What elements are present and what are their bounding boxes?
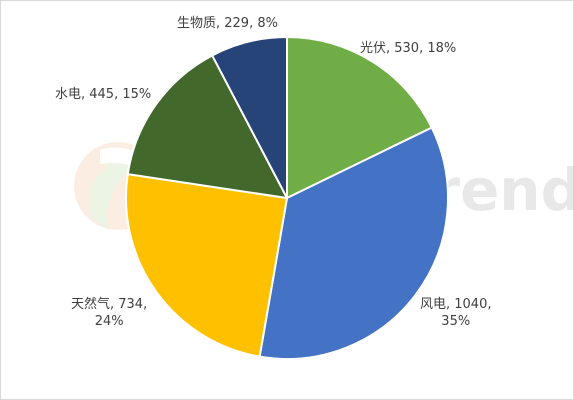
slices-layer [125, 36, 449, 360]
pie-slice-5 [211, 36, 288, 199]
slice-data-label-1: 光伏, 530, 18% [360, 41, 456, 56]
slice-data-label-4: 水电, 445, 15% [55, 87, 151, 102]
slice-data-label-3: 天然气, 734, 24% [71, 296, 147, 329]
pie-slice-2 [258, 126, 449, 360]
slice-data-label-5: 生物质, 229, 8% [177, 16, 278, 31]
pie-slice-1 [286, 36, 433, 199]
pie-slice-4 [126, 54, 288, 199]
pie-slice-3 [125, 173, 288, 358]
labels-layer: 光伏, 530, 18% 风电, 1040, 35% 天然气, 734, 24% 水电, … [55, 16, 491, 329]
slice-data-label-2: 风电, 1040, 35% [420, 297, 491, 329]
